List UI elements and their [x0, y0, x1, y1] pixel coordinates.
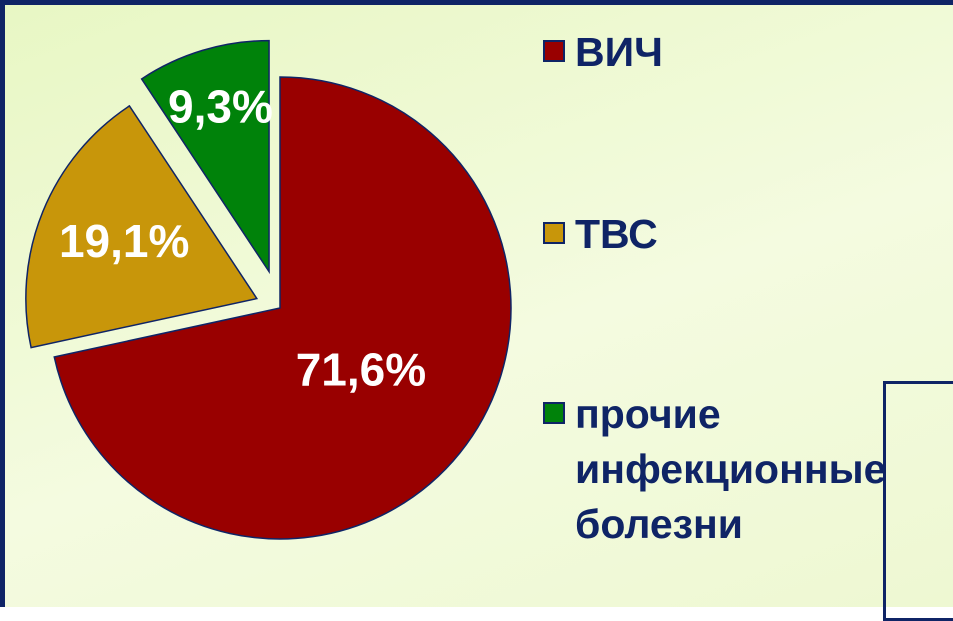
- legend-item: ВИЧ: [543, 25, 945, 80]
- slice-label: 71,6%: [296, 343, 426, 395]
- legend-swatch: [543, 222, 565, 244]
- slice-label: 9,3%: [168, 80, 273, 132]
- pie-slice: [53, 76, 512, 540]
- legend-label: ТВС: [575, 211, 658, 257]
- legend-label: прочие инфекционные болезни: [575, 391, 887, 547]
- legend-swatch: [543, 402, 565, 424]
- legend-label: ВИЧ: [575, 29, 663, 75]
- legend-item: прочие инфекционные болезни: [543, 387, 945, 552]
- legend-item: ТВС: [543, 207, 945, 262]
- pie-slice: [140, 39, 270, 275]
- pie-slice: [25, 104, 259, 349]
- legend-swatch: [543, 40, 565, 62]
- slice-label: 19,1%: [59, 215, 189, 267]
- chart: 71,6% 19,1% 9,3%: [25, 39, 512, 540]
